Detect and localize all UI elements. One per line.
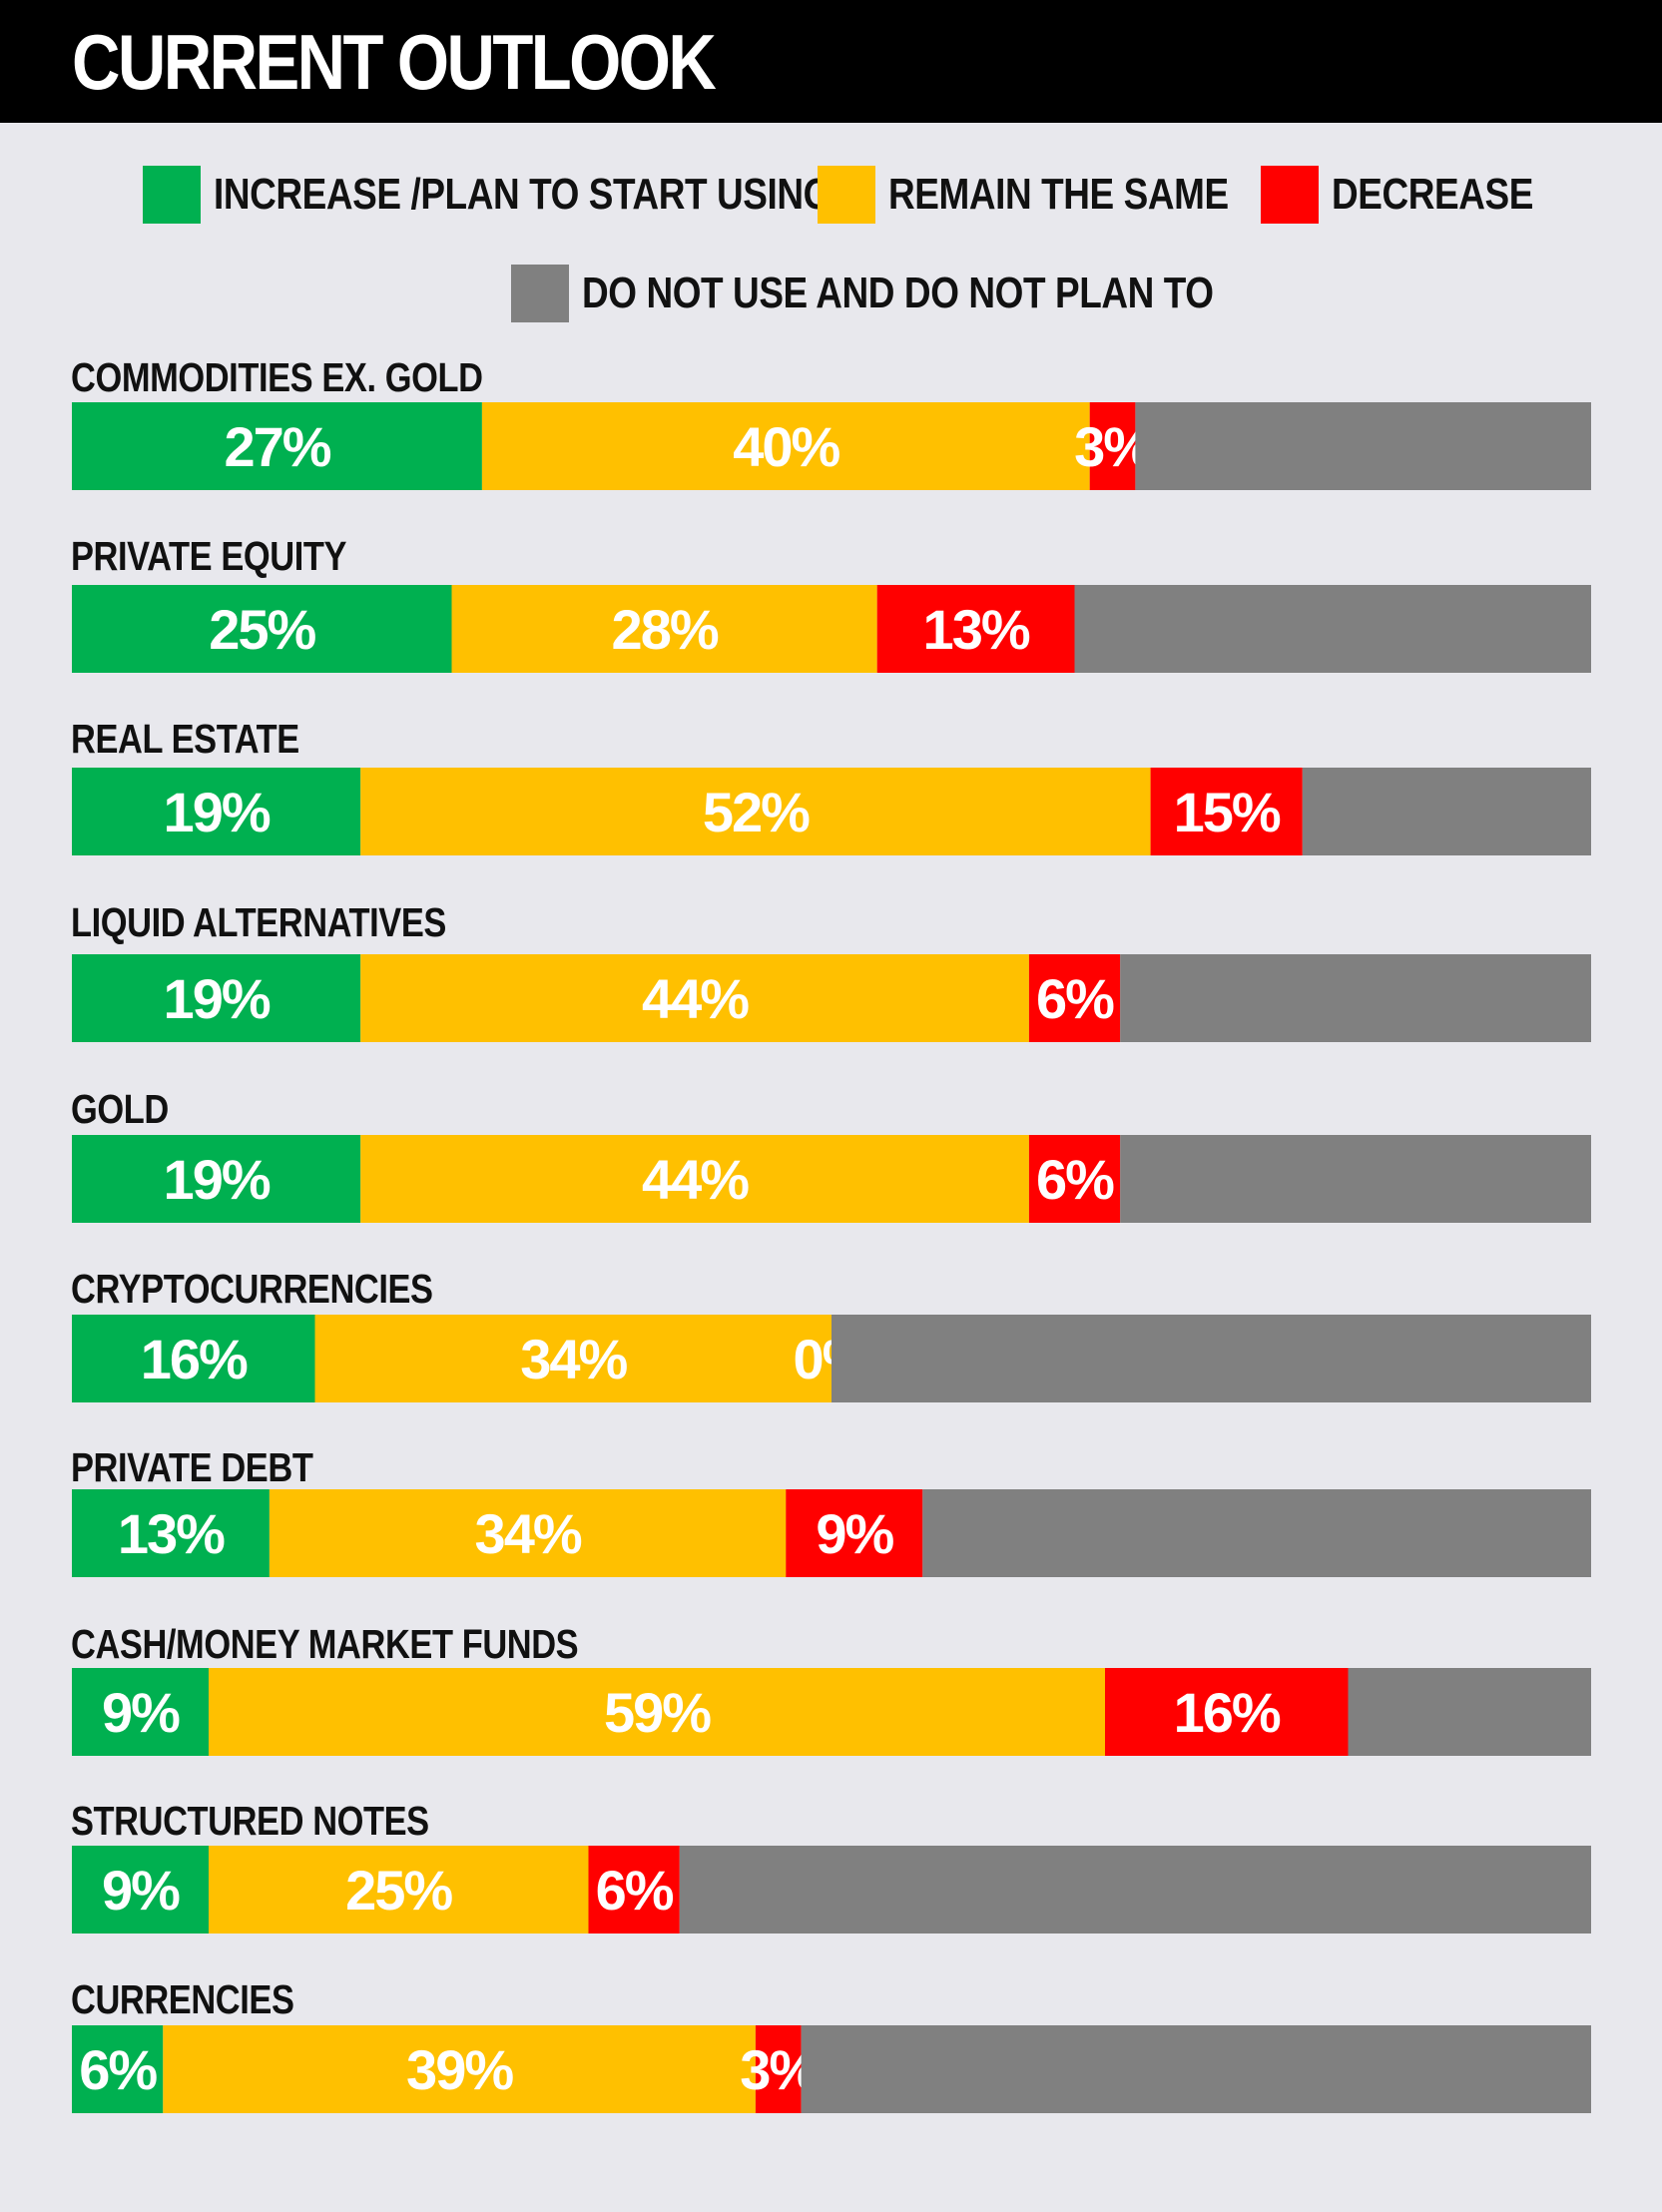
legend-label-none: DO NOT USE AND DO NOT PLAN TO	[582, 269, 1214, 317]
bar-segment-increase	[72, 1315, 315, 1402]
bar-segment-decrease	[786, 1489, 923, 1577]
bar-segment-remain	[451, 585, 877, 673]
row-label: PRIVATE EQUITY	[71, 533, 347, 579]
bar-segment-increase	[72, 1668, 209, 1756]
bar-segment-decrease	[1028, 1135, 1121, 1223]
data-label-decrease: 6%	[596, 1859, 674, 1922]
data-label-decrease: 13%	[923, 598, 1030, 661]
bar-segment-increase	[72, 1489, 270, 1577]
row-label: PRIVATE DEBT	[71, 1444, 313, 1490]
data-label-increase: 19%	[164, 781, 271, 843]
header-bar: CURRENT OUTLOOK	[0, 0, 1662, 123]
data-label-remain: 34%	[475, 1502, 582, 1565]
legend-swatch-remain	[818, 166, 875, 224]
bar-segment-remain	[209, 1668, 1105, 1756]
data-label-remain: 28%	[612, 598, 719, 661]
bar-segment-decrease	[1150, 768, 1303, 855]
bar-segment-remain	[269, 1489, 787, 1577]
data-label-increase: 13%	[118, 1502, 225, 1565]
bar-segment-decrease	[876, 585, 1075, 673]
bar-segment-increase	[72, 768, 361, 855]
bar-segment-none	[1120, 954, 1591, 1042]
data-label-increase: 6%	[79, 2038, 157, 2101]
bar-segment-increase	[72, 954, 361, 1042]
bar-segment-increase	[72, 1846, 209, 1934]
page-title: CURRENT OUTLOOK	[72, 18, 717, 106]
data-label-decrease: 16%	[1174, 1681, 1281, 1744]
row-label: LIQUID ALTERNATIVES	[71, 899, 446, 945]
data-label-increase: 19%	[164, 967, 271, 1030]
bar-segment-none	[801, 2025, 1591, 2113]
data-label-remain: 34%	[520, 1328, 627, 1390]
bar-segment-decrease	[1089, 402, 1136, 490]
bar-segment-none	[922, 1489, 1591, 1577]
data-label-decrease: 6%	[1036, 967, 1114, 1030]
bar-segment-remain	[360, 1135, 1029, 1223]
data-label-remain: 52%	[703, 781, 810, 843]
data-label-increase: 27%	[224, 415, 330, 478]
data-label-remain: 39%	[406, 2038, 513, 2101]
legend-label-increase: INCREASE /PLAN TO START USING	[214, 170, 831, 219]
legend-label-remain: REMAIN THE SAME	[888, 170, 1229, 219]
bar-segment-remain	[481, 402, 1090, 490]
data-label-remain: 40%	[733, 415, 839, 478]
legend-label-decrease: DECREASE	[1332, 170, 1534, 219]
bar-segment-remain	[360, 768, 1151, 855]
data-label-decrease: 9%	[816, 1502, 893, 1565]
bar-segment-remain	[314, 1315, 831, 1402]
row-label: COMMODITIES EX. GOLD	[71, 354, 483, 400]
legend-swatch-none	[511, 265, 569, 322]
row-label: CRYPTOCURRENCIES	[71, 1266, 433, 1312]
bar-segment-remain	[360, 954, 1029, 1042]
row-label: REAL ESTATE	[71, 716, 299, 762]
data-label-increase: 25%	[209, 598, 315, 661]
bar-segment-remain	[163, 2025, 756, 2113]
bar-segment-none	[1348, 1668, 1591, 1756]
data-label-decrease: 6%	[1036, 1148, 1114, 1211]
row-label: CURRENCIES	[71, 1976, 294, 2022]
data-label-remain: 44%	[642, 1148, 749, 1211]
bar-segment-none	[1120, 1135, 1591, 1223]
data-label-remain: 59%	[604, 1681, 711, 1744]
data-label-increase: 9%	[102, 1681, 180, 1744]
bar-segment-none	[1302, 768, 1591, 855]
bar-segment-increase	[72, 585, 452, 673]
bar-segment-increase	[72, 2025, 164, 2113]
bar-segment-decrease	[1028, 954, 1121, 1042]
bar-segment-remain	[209, 1846, 589, 1934]
row-label: CASH/MONEY MARKET FUNDS	[71, 1621, 579, 1667]
bar-segment-none	[1074, 585, 1591, 673]
legend-swatch-decrease	[1261, 166, 1319, 224]
bar-segment-increase	[72, 402, 482, 490]
data-label-increase: 9%	[102, 1859, 180, 1922]
bar-segment-none	[1135, 402, 1591, 490]
data-label-remain: 44%	[642, 967, 749, 1030]
row-label: GOLD	[71, 1086, 169, 1132]
bar-segment-none	[679, 1846, 1591, 1934]
bar-segment-none	[831, 1315, 1591, 1402]
data-label-decrease: 15%	[1174, 781, 1281, 843]
data-label-increase: 16%	[141, 1328, 248, 1390]
row-label: STRUCTURED NOTES	[71, 1798, 429, 1844]
bar-segment-decrease	[588, 1846, 680, 1934]
data-label-increase: 19%	[164, 1148, 271, 1211]
bar-segment-decrease	[1105, 1668, 1349, 1756]
data-label-remain: 25%	[345, 1859, 452, 1922]
bar-segment-decrease	[755, 2025, 802, 2113]
legend-swatch-increase	[143, 166, 201, 224]
bar-segment-increase	[72, 1135, 361, 1223]
